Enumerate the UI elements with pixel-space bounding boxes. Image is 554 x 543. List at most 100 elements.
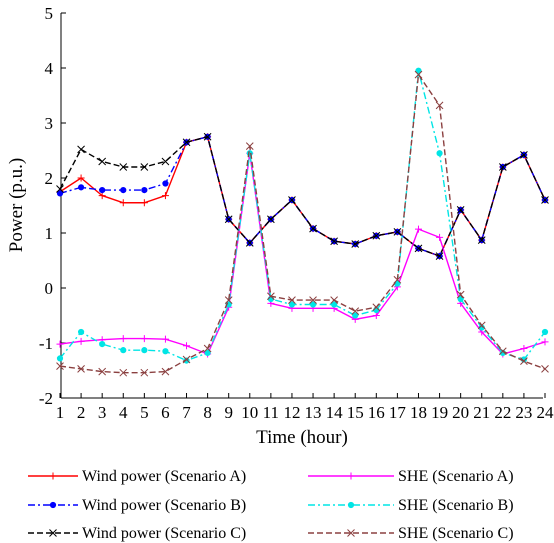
data-point xyxy=(161,367,170,376)
data-point xyxy=(56,190,64,197)
data-point xyxy=(330,296,338,304)
data-point xyxy=(98,157,107,166)
legend-label: Wind power (Scenario B) xyxy=(82,497,246,514)
data-point xyxy=(267,292,275,301)
data-point xyxy=(140,163,149,171)
data-point xyxy=(436,150,443,157)
series-line xyxy=(59,153,546,355)
legend-marker xyxy=(49,529,57,537)
data-point xyxy=(414,225,422,233)
data-point xyxy=(120,187,127,194)
data-point xyxy=(77,184,85,191)
legend-label: SHE (Scenario C) xyxy=(398,525,514,542)
series-line xyxy=(59,72,546,374)
data-point xyxy=(141,347,148,354)
x-tick-label: 19 xyxy=(431,403,448,422)
data-point xyxy=(288,301,296,308)
data-point xyxy=(183,342,191,350)
x-tick-label: 3 xyxy=(98,403,107,422)
data-point xyxy=(203,344,212,353)
data-point xyxy=(267,215,275,224)
legend-marker xyxy=(347,501,355,509)
data-point xyxy=(541,328,549,336)
data-point xyxy=(77,364,85,373)
x-tick-label: 12 xyxy=(283,403,300,422)
data-point xyxy=(415,67,422,74)
x-axis-title: Time (hour) xyxy=(256,427,348,448)
y-tick-label: 3 xyxy=(45,114,54,133)
data-point xyxy=(119,335,127,343)
y-ticks: -2 -1 0 1 2 3 4 5 xyxy=(39,4,66,408)
data-point xyxy=(373,306,380,314)
data-point xyxy=(414,70,423,79)
data-point xyxy=(477,236,486,245)
legend-item: Wind power (Scenario A) xyxy=(28,468,246,485)
data-point xyxy=(56,362,64,370)
data-point xyxy=(372,303,381,312)
data-point xyxy=(77,337,85,345)
x-tick-label: 21 xyxy=(473,403,490,422)
x-tick-label: 23 xyxy=(515,403,532,422)
data-point xyxy=(541,364,549,373)
data-point xyxy=(351,307,360,315)
x-tick-label: 6 xyxy=(161,403,170,422)
x-tick-label: 4 xyxy=(119,403,128,422)
x-tick-label: 14 xyxy=(326,403,344,422)
data-point xyxy=(56,340,64,348)
data-point xyxy=(203,132,212,141)
series-2 xyxy=(56,133,549,260)
x-ticks: 1 2 3 4 5 6 7 8 9 10 11 12 13 14 15 16 17 18 19 20 21 22 23 24 xyxy=(56,393,554,422)
x-tick-label: 24 xyxy=(537,403,554,422)
x-tick-label: 20 xyxy=(452,403,469,422)
data-point xyxy=(119,368,128,377)
data-point xyxy=(351,240,360,248)
data-point xyxy=(245,239,254,247)
data-point xyxy=(393,275,402,284)
legend-marker xyxy=(49,472,57,480)
x-tick-label: 5 xyxy=(140,403,149,422)
y-axis-title: Power (p.u.) xyxy=(6,158,27,252)
y-tick-label: -1 xyxy=(39,334,53,353)
data-point xyxy=(140,199,148,207)
data-point xyxy=(140,335,148,343)
data-point xyxy=(119,163,128,171)
x-tick-label: 13 xyxy=(305,403,322,422)
data-point xyxy=(56,355,64,362)
data-point xyxy=(393,228,402,236)
x-tick-label: 1 xyxy=(56,403,65,422)
data-point xyxy=(436,233,444,241)
legend-label: SHE (Scenario B) xyxy=(398,497,514,514)
data-point xyxy=(288,296,296,304)
data-point xyxy=(77,145,85,154)
data-point xyxy=(541,338,549,346)
data-point xyxy=(99,187,106,194)
data-point xyxy=(99,341,106,348)
series-3 xyxy=(56,132,549,260)
data-point xyxy=(204,349,211,356)
data-point xyxy=(162,180,169,187)
data-point xyxy=(182,138,191,147)
data-point xyxy=(498,163,507,171)
legend-marker xyxy=(347,472,355,480)
y-tick-label: 2 xyxy=(45,169,54,188)
x-tick-label: 16 xyxy=(368,403,385,422)
x-tick-label: 2 xyxy=(77,403,86,422)
data-point xyxy=(224,296,233,304)
x-tick-label: 7 xyxy=(182,403,191,422)
data-point xyxy=(541,196,549,204)
legend-label: Wind power (Scenario A) xyxy=(82,468,246,485)
y-tick-label: 4 xyxy=(45,59,54,78)
data-point xyxy=(77,174,85,182)
legend-item: Wind power (Scenario C) xyxy=(28,525,246,542)
data-point xyxy=(245,142,254,150)
data-point xyxy=(141,187,148,194)
data-point xyxy=(414,244,423,253)
x-tick-label: 8 xyxy=(203,403,212,422)
series-line xyxy=(59,135,546,257)
data-point xyxy=(56,185,64,193)
y-tick-label: -2 xyxy=(39,389,53,408)
series-line xyxy=(59,135,546,257)
data-point xyxy=(352,312,359,319)
series-4 xyxy=(56,149,549,358)
